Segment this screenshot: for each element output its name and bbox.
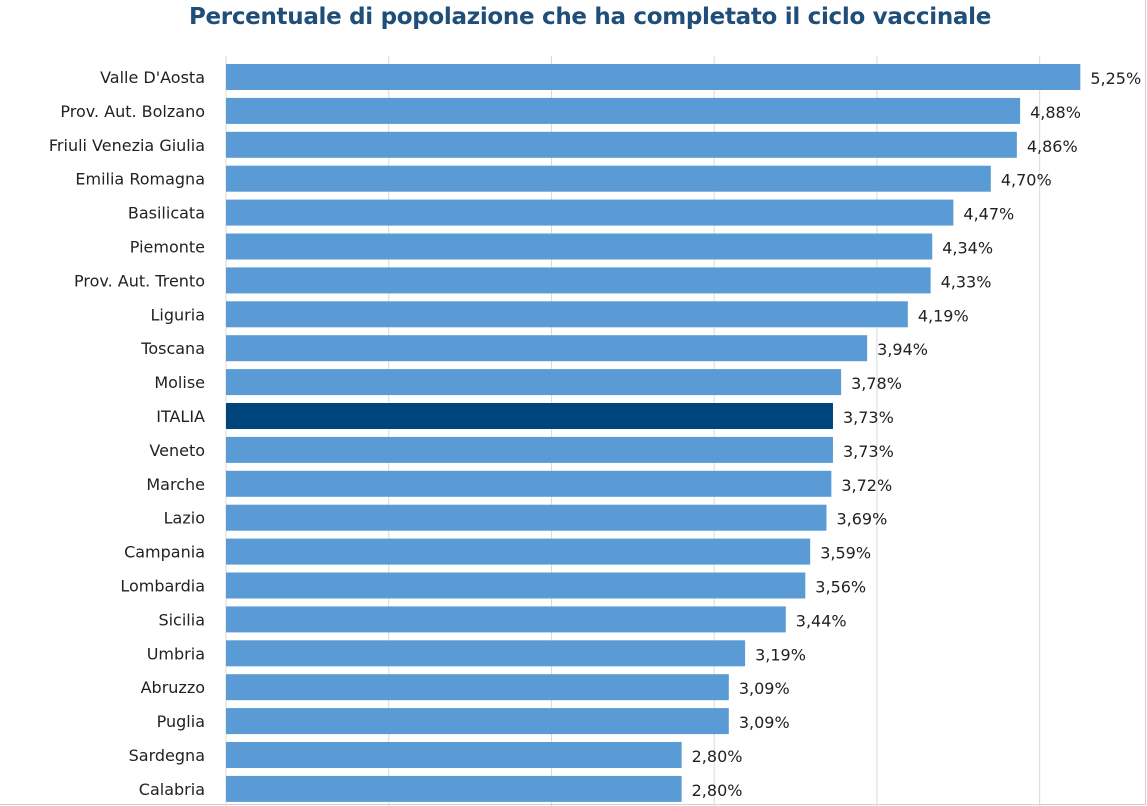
bar-prov-aut-bolzano	[226, 97, 1021, 124]
value-label: 3,69%	[836, 510, 887, 529]
category-label: Sardegna	[129, 746, 205, 765]
category-labels: Valle D'Aosta Prov. Aut. Bolzano Friuli Ve…	[49, 68, 205, 799]
bar-campania	[226, 538, 811, 565]
bar-molise	[226, 369, 842, 396]
bar-italia	[226, 403, 833, 429]
category-label: ITALIA	[156, 407, 205, 426]
value-label: 3,73%	[843, 442, 894, 461]
bar-prov-aut-trento	[226, 267, 931, 294]
value-label: 3,94%	[877, 340, 928, 359]
bar-lazio	[226, 504, 827, 531]
value-labels: 5,25% 4,88% 4,86% 4,70% 4,47% 4,34% 4,33% 4,19%…	[692, 69, 1142, 800]
bar-basilicata	[226, 199, 954, 226]
bar-liguria	[226, 301, 908, 328]
category-label: Piemonte	[130, 238, 205, 257]
category-label: Molise	[154, 373, 205, 392]
value-label: 2,80%	[692, 781, 743, 800]
category-label: Campania	[124, 543, 205, 562]
category-label: Veneto	[149, 441, 205, 460]
value-label: 3,72%	[841, 476, 892, 495]
category-label: Prov. Aut. Bolzano	[60, 102, 205, 121]
category-label: Abruzzo	[141, 678, 205, 697]
category-label: Friuli Venezia Giulia	[49, 136, 205, 155]
value-label: 3,44%	[796, 611, 847, 630]
value-label: 4,33%	[941, 272, 992, 291]
value-label: 3,19%	[755, 645, 806, 664]
category-label: Prov. Aut. Trento	[74, 271, 205, 290]
bar-piemonte	[226, 233, 933, 260]
category-label: Umbria	[147, 644, 205, 663]
value-label: 4,86%	[1027, 137, 1078, 156]
bar-veneto	[226, 436, 833, 463]
bar-toscana	[226, 335, 868, 362]
bar-friuli-venezia-giulia	[226, 131, 1017, 158]
bar-abruzzo	[226, 674, 729, 701]
value-label: 5,25%	[1090, 69, 1141, 88]
category-label: Liguria	[151, 305, 205, 324]
value-label: 3,09%	[739, 713, 790, 732]
bar-puglia	[226, 708, 729, 735]
value-label: 3,73%	[843, 408, 894, 427]
bar-lombardia	[226, 572, 806, 599]
value-label: 4,88%	[1030, 103, 1081, 122]
bar-umbria	[226, 640, 746, 667]
bar-sicilia	[226, 606, 786, 633]
category-label: Puglia	[157, 712, 205, 731]
value-label: 4,19%	[918, 306, 969, 325]
category-label: Basilicata	[128, 204, 205, 223]
category-label: Calabria	[139, 780, 205, 799]
value-label: 4,70%	[1001, 171, 1052, 190]
value-label: 4,34%	[942, 239, 993, 258]
category-label: Lombardia	[120, 577, 205, 596]
category-label: Toscana	[140, 339, 205, 358]
category-label: Marche	[146, 475, 205, 494]
value-label: 3,56%	[815, 578, 866, 597]
bar-sardegna	[226, 742, 682, 768]
value-label: 4,47%	[963, 205, 1014, 224]
bar-valle-d-aosta	[226, 64, 1081, 90]
value-label: 3,59%	[820, 544, 871, 563]
value-label: 3,78%	[851, 374, 902, 393]
chart-title: Percentuale di popolazione che ha comple…	[188, 4, 992, 30]
category-label: Emilia Romagna	[75, 170, 205, 189]
category-label: Sicilia	[158, 610, 205, 629]
bar-marche	[226, 470, 832, 497]
bar-emilia-romagna	[226, 165, 991, 192]
value-label: 3,09%	[739, 679, 790, 698]
category-label: Lazio	[164, 509, 205, 528]
bars	[226, 64, 1081, 802]
value-label: 2,80%	[692, 747, 743, 766]
category-label: Valle D'Aosta	[100, 68, 205, 87]
bar-calabria	[226, 775, 682, 802]
